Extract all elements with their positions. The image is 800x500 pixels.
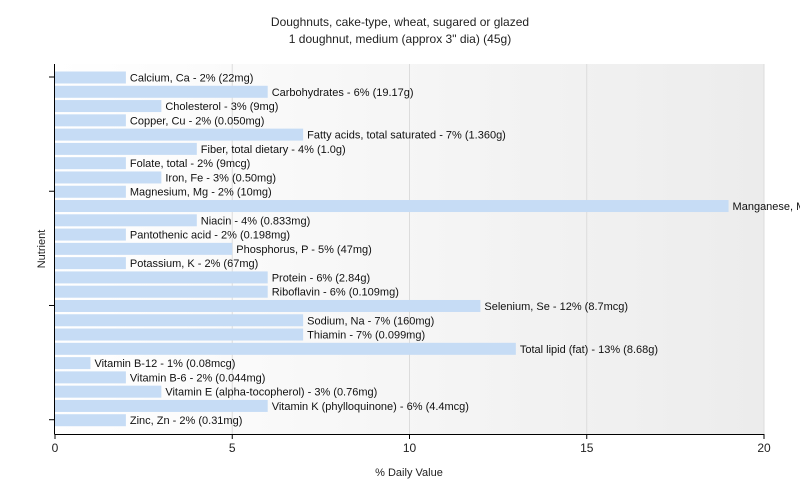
bar-label: Carbohydrates - 6% (19.17g) xyxy=(272,87,414,99)
bar-label: Vitamin B-12 - 1% (0.08mcg) xyxy=(94,358,235,370)
bar xyxy=(55,385,162,398)
bar-label: Vitamin K (phylloquinone) - 6% (4.4mcg) xyxy=(272,401,469,413)
bar xyxy=(55,228,126,241)
bar xyxy=(55,299,481,312)
bar-label: Pantothenic acid - 2% (0.198mg) xyxy=(130,230,290,242)
bar-label: Vitamin B-6 - 2% (0.044mg) xyxy=(130,372,266,384)
bar xyxy=(55,371,126,384)
bar-label: Phosphorus, P - 5% (47mg) xyxy=(236,244,372,256)
bar xyxy=(55,200,729,213)
bars: Calcium, Ca - 2% (22mg) Carbohydrates - 6… xyxy=(55,71,800,427)
bar-label: Folate, total - 2% (9mcg) xyxy=(130,158,250,170)
x-tick-label: 15 xyxy=(580,441,594,455)
bar-label: Selenium, Se - 12% (8.7mcg) xyxy=(484,301,628,313)
chart-subtitle: 1 doughnut, medium (approx 3" dia) (45g) xyxy=(288,32,512,46)
x-tick-label: 5 xyxy=(229,441,236,455)
bar-label: Cholesterol - 3% (9mg) xyxy=(165,101,278,113)
bar xyxy=(55,242,233,255)
x-axis-title: % Daily Value xyxy=(375,467,443,479)
bar xyxy=(55,285,268,298)
bar xyxy=(55,314,304,327)
bar-label: Fatty acids, total saturated - 7% (1.360… xyxy=(307,130,506,142)
bar-label: Niacin - 4% (0.833mg) xyxy=(201,215,310,227)
x-tick-label: 10 xyxy=(403,441,417,455)
bar xyxy=(55,128,304,141)
bar-label: Thiamin - 7% (0.099mg) xyxy=(307,330,425,342)
bar xyxy=(55,328,304,341)
bar-label: Magnesium, Mg - 2% (10mg) xyxy=(130,187,272,199)
x-tick-label: 20 xyxy=(757,441,771,455)
bar-label: Sodium, Na - 7% (160mg) xyxy=(307,315,434,327)
bar-label: Potassium, K - 2% (67mg) xyxy=(130,258,258,270)
bar xyxy=(55,257,126,270)
bar-label: Iron, Fe - 3% (0.50mg) xyxy=(165,172,276,184)
y-axis-title: Nutrient xyxy=(36,230,48,269)
bar-label: Fiber, total dietary - 4% (1.0g) xyxy=(201,144,346,156)
bar xyxy=(55,85,268,98)
bar-label: Protein - 6% (2.84g) xyxy=(272,272,370,284)
bar xyxy=(55,100,162,113)
bar xyxy=(55,157,126,170)
bar xyxy=(55,71,126,84)
bar xyxy=(55,414,126,427)
bar-label: Calcium, Ca - 2% (22mg) xyxy=(130,73,253,85)
bar xyxy=(55,342,516,355)
bar-label: Manganese, Mn - 19% (0.389mg) xyxy=(733,201,800,213)
axes: 0 5 10 15 20 xyxy=(49,64,771,455)
bar xyxy=(55,114,126,127)
bar-label: Total lipid (fat) - 13% (8.68g) xyxy=(520,344,658,356)
bar xyxy=(55,214,197,227)
x-tick-label: 0 xyxy=(52,441,59,455)
bar xyxy=(55,399,268,412)
bar-label: Zinc, Zn - 2% (0.31mg) xyxy=(130,415,242,427)
bar-label: Riboflavin - 6% (0.109mg) xyxy=(272,287,399,299)
bar xyxy=(55,142,197,155)
bar-label: Vitamin E (alpha-tocopherol) - 3% (0.76m… xyxy=(165,387,377,399)
bar xyxy=(55,271,268,284)
bar xyxy=(55,171,162,184)
bar xyxy=(55,357,91,370)
bar-label: Copper, Cu - 2% (0.050mg) xyxy=(130,115,265,127)
bar xyxy=(55,185,126,198)
chart-title: Doughnuts, cake-type, wheat, sugared or … xyxy=(270,15,530,29)
